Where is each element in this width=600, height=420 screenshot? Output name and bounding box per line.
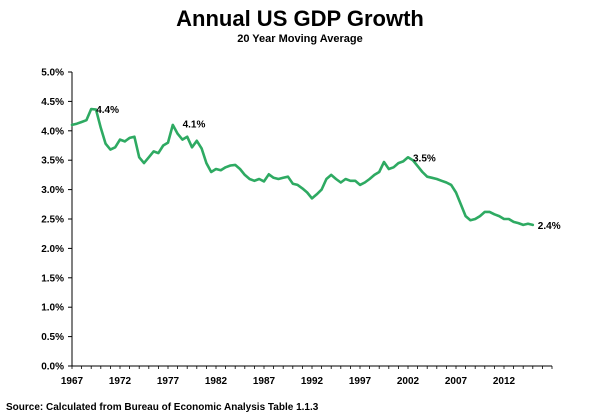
y-tick-label: 5.0% (41, 68, 64, 79)
x-tick-label: 1992 (301, 376, 324, 387)
y-tick-label: 2.5% (41, 215, 64, 226)
y-tick-label: 3.0% (41, 185, 64, 196)
x-tick-label: 1977 (157, 376, 180, 387)
y-tick-label: 1.0% (41, 303, 64, 314)
x-tick-label: 1982 (205, 376, 228, 387)
series-group (70, 107, 535, 227)
source-note: Source: Calculated from Bureau of Econom… (6, 402, 319, 413)
x-tick-label: 2002 (397, 376, 420, 387)
y-tick-label: 0.0% (41, 362, 64, 373)
data-label: 4.1% (183, 120, 206, 131)
y-tick-label: 0.5% (41, 332, 64, 343)
x-tick-label: 1972 (109, 376, 132, 387)
chart-title: Annual US GDP Growth (176, 6, 424, 31)
x-tick-label: 1967 (61, 376, 84, 387)
data-label: 4.4% (96, 105, 119, 116)
chart-subtitle: 20 Year Moving Average (237, 33, 363, 45)
x-axis: 1967 1972 1977 1982 1987 1992 1997 2002 2007 2012 (61, 365, 553, 387)
y-tick-label: 4.0% (41, 126, 64, 137)
y-tick-label: 4.5% (41, 97, 64, 108)
data-label: 3.5% (413, 153, 436, 164)
x-tick-label: 1987 (253, 376, 276, 387)
x-tick-label: 2012 (493, 376, 516, 387)
data-label: 2.4% (538, 221, 561, 232)
x-tick-label: 1997 (349, 376, 372, 387)
x-tick-label: 2007 (445, 376, 468, 387)
y-tick-label: 1.5% (41, 273, 64, 284)
y-tick-label: 2.0% (41, 244, 64, 255)
y-tick-label: 3.5% (41, 156, 64, 167)
annotations-group: 4.4% 4.1% 3.5% 2.4% (96, 105, 561, 232)
gdp-growth-line (70, 107, 535, 227)
y-axis: 0.0% 0.5% 1.0% 1.5% 2.0% 2.5% 3.0% 3.5% 4.0% 4.5%… (41, 68, 73, 373)
